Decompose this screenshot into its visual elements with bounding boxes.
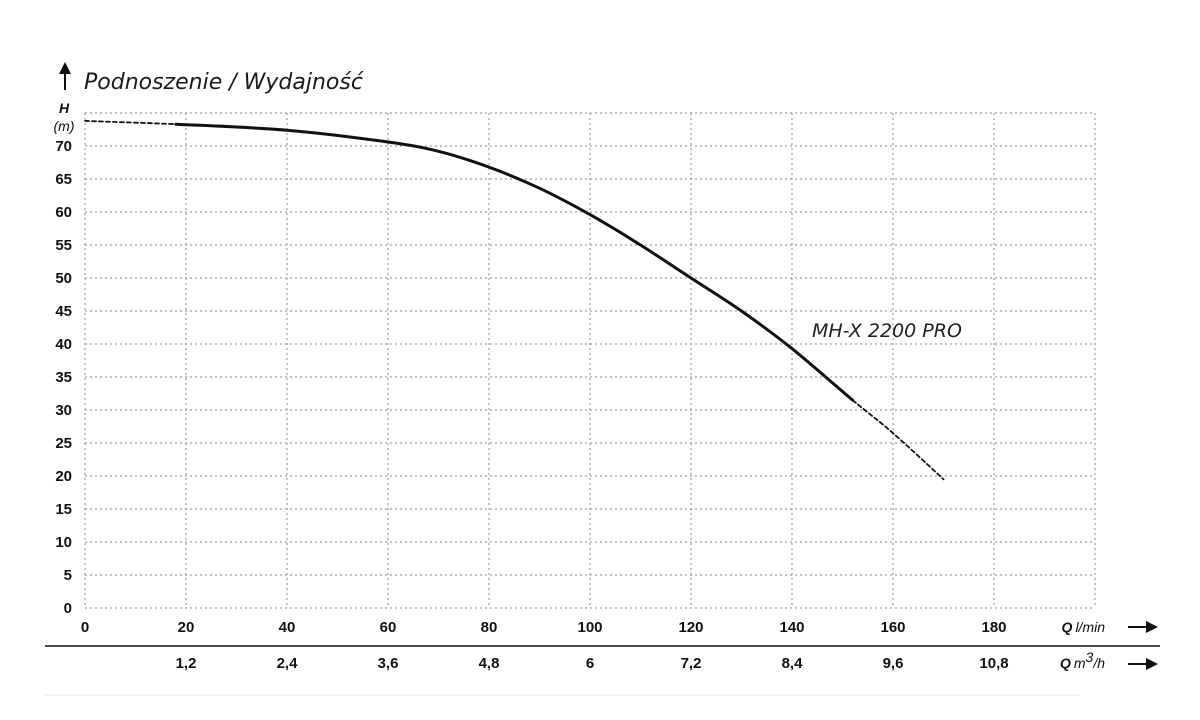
x2-axis-unit-sup: 3 [1086,649,1094,665]
x2-axis-arrow-icon [1128,658,1158,670]
x-tick-label: 160 [880,619,905,636]
x-tick-label: 180 [981,619,1006,636]
x2-tick-label: 7,2 [681,655,702,672]
y-tick-label: 65 [55,171,72,188]
x-tick-label: 60 [380,619,397,636]
y-tick-label: 15 [55,501,72,518]
x2-tick-label: 9,6 [883,655,904,672]
x-axis-unit: l/min [1075,619,1105,635]
series-line-dashed [84,120,177,126]
y-tick-label: 40 [55,336,72,353]
x2-axis-symbol: Q [1060,655,1071,671]
grid [84,112,1096,609]
x-tick-label: 80 [481,619,498,636]
x2-axis-unit-prefix: m [1074,655,1086,671]
y-tick-label: 55 [55,237,72,254]
y-tick-label: 10 [55,534,72,551]
x2-tick-label: 6 [586,655,594,672]
x2-tick-label: 1,2 [176,655,197,672]
x-tick-label: 20 [178,619,195,636]
y-tick-label: 25 [55,435,72,452]
x2-tick-label: 3,6 [378,655,399,672]
series-lines [84,120,945,481]
y-tick-label: 70 [55,138,72,155]
x-tick-labels-lmin: 0 20 40 60 80 100 120 140 160 180 [81,619,1007,636]
x-tick-label: 100 [577,619,602,636]
title-arrow-icon [59,62,71,90]
x-tick-labels-m3h: 1,2 2,4 3,6 4,8 6 7,2 8,4 9,6 10,8 [176,655,1009,672]
y-tick-label: 50 [55,270,72,287]
y-tick-labels: 0 5 10 15 20 25 30 35 40 45 50 55 60 65 70 [55,138,72,617]
x2-tick-label: 10,8 [979,655,1008,672]
y-tick-label: 45 [55,303,72,320]
x-tick-label: 0 [81,619,89,636]
y-tick-label: 0 [64,600,72,617]
series-line-dashed [851,399,945,481]
x-axis-arrow-icon [1128,621,1158,633]
y-axis-unit: (m) [54,118,75,134]
y-tick-label: 30 [55,402,72,419]
series-line-solid [174,122,855,402]
x-tick-label: 140 [779,619,804,636]
x-tick-label: 40 [279,619,296,636]
x2-tick-label: 2,4 [277,655,299,672]
y-tick-label: 5 [64,567,72,584]
x-tick-label: 120 [678,619,703,636]
y-tick-label: 20 [55,468,72,485]
series-label: MH-X 2200 PRO [812,320,962,342]
chart-title: Podnoszenie / Wydajność [84,70,364,95]
x-axis-symbol: Q [1062,619,1073,635]
y-axis-symbol: H [59,100,70,116]
y-tick-label: 60 [55,204,72,221]
x2-tick-label: 8,4 [782,655,804,672]
y-tick-label: 35 [55,369,72,386]
x2-tick-label: 4,8 [479,655,500,672]
x2-axis-unit-suffix: /h [1092,655,1105,671]
